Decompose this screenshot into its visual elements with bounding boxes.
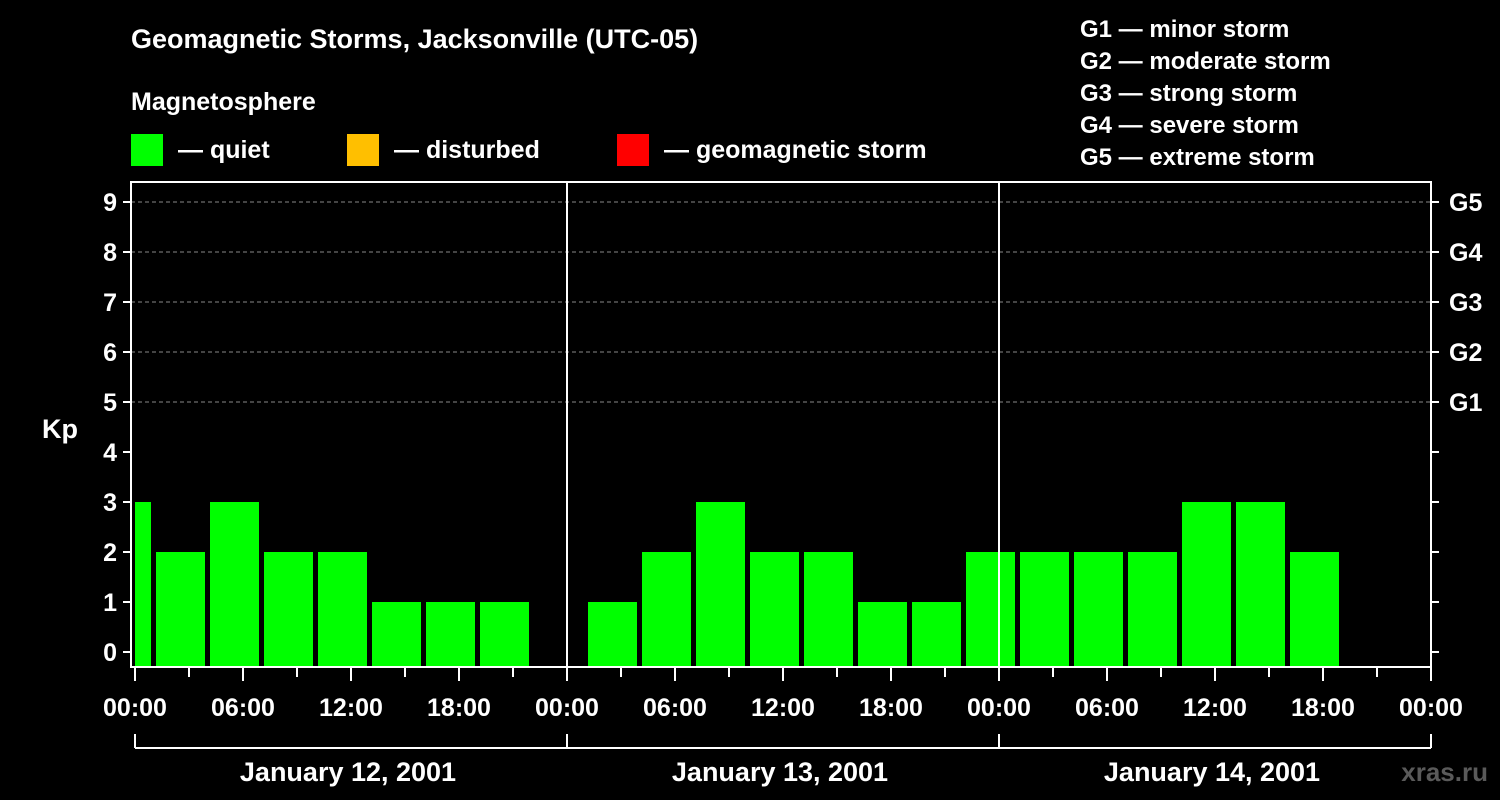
kp-bar-9 (588, 602, 637, 667)
kp-bar-11 (696, 502, 745, 667)
y-tick-label-6: 6 (103, 339, 117, 367)
kp-bar-22 (1290, 552, 1339, 667)
kp-bar-19 (1128, 552, 1177, 667)
storm-scale-g4: G4 — severe storm (1080, 112, 1299, 139)
kp-bar-20 (1182, 502, 1231, 667)
kp-bar-12 (750, 552, 799, 667)
kp-bar-7 (426, 602, 475, 667)
legend-swatch-storm (617, 134, 649, 166)
kp-bar-10 (642, 552, 691, 667)
y-tick-label-9: 9 (103, 189, 117, 217)
x-tick-label-7: 18:00 (859, 694, 923, 722)
y-tick-label-3: 3 (103, 489, 117, 517)
plot-frame (130, 181, 1432, 668)
kp-bar-1 (135, 502, 151, 667)
x-tick-label-10: 12:00 (1183, 694, 1247, 722)
day-label-1: January 12, 2001 (240, 757, 456, 787)
watermark: xras.ru (1401, 757, 1488, 787)
kp-bar-14 (858, 602, 907, 667)
kp-bar-4 (264, 552, 313, 667)
y-tick-label-0: 0 (103, 639, 117, 667)
chart-title: Geomagnetic Storms, Jacksonville (UTC-05… (131, 24, 698, 54)
x-tick-label-6: 12:00 (751, 694, 815, 722)
storm-scale-g1: G1 — minor storm (1080, 16, 1289, 43)
legend-swatch-quiet (131, 134, 163, 166)
x-tick-label-1: 06:00 (211, 694, 275, 722)
g-level-label-g5: G5 (1449, 189, 1482, 217)
x-tick-label-2: 12:00 (319, 694, 383, 722)
kp-bar-21 (1236, 502, 1285, 667)
y-tick-label-1: 1 (103, 589, 117, 617)
x-tick-label-8: 00:00 (967, 694, 1031, 722)
x-tick-label-9: 06:00 (1075, 694, 1139, 722)
y-tick-label-8: 8 (103, 239, 117, 267)
x-tick-label-0: 00:00 (103, 694, 167, 722)
g-level-label-g1: G1 (1449, 389, 1482, 417)
storm-scale-g2: G2 — moderate storm (1080, 48, 1331, 75)
kp-bar-13 (804, 552, 853, 667)
kp-bar-6 (372, 602, 421, 667)
y-axis-label: Kp (42, 414, 78, 444)
kp-bar-8 (480, 602, 529, 667)
g-level-label-g3: G3 (1449, 289, 1482, 317)
x-tick-label-12: 00:00 (1399, 694, 1463, 722)
g-level-label-g2: G2 (1449, 339, 1482, 367)
y-tick-label-4: 4 (103, 439, 117, 467)
legend-title: Magnetosphere (131, 88, 316, 116)
x-tick-label-5: 06:00 (643, 694, 707, 722)
x-tick-label-4: 00:00 (535, 694, 599, 722)
kp-bar-17 (1020, 552, 1069, 667)
kp-bar-5 (318, 552, 367, 667)
g-level-label-g4: G4 (1449, 239, 1482, 267)
legend-label-quiet: — quiet (178, 136, 270, 164)
legend-label-disturbed: — disturbed (394, 136, 540, 164)
legend-swatch-disturbed (347, 134, 379, 166)
legend-label-storm: — geomagnetic storm (664, 136, 927, 164)
x-tick-label-11: 18:00 (1291, 694, 1355, 722)
day-label-2: January 13, 2001 (672, 757, 888, 787)
day-label-3: January 14, 2001 (1104, 757, 1320, 787)
kp-bar-16 (966, 552, 1015, 667)
y-tick-label-7: 7 (103, 289, 117, 317)
x-tick-label-3: 18:00 (427, 694, 491, 722)
kp-bar-2 (156, 552, 205, 667)
kp-bar-15 (912, 602, 961, 667)
storm-scale-g3: G3 — strong storm (1080, 80, 1297, 107)
y-tick-label-5: 5 (103, 389, 117, 417)
kp-bar-3 (210, 502, 259, 667)
y-tick-label-2: 2 (103, 539, 117, 567)
plot-area: 0 1 2 3 4 5 6 7 8 9 G1 G2 G3 G4 G5 00:00 06:00 12:00 18:00… (103, 181, 1482, 749)
storm-scale-g5: G5 — extreme storm (1080, 144, 1315, 171)
kp-bar-18 (1074, 552, 1123, 667)
